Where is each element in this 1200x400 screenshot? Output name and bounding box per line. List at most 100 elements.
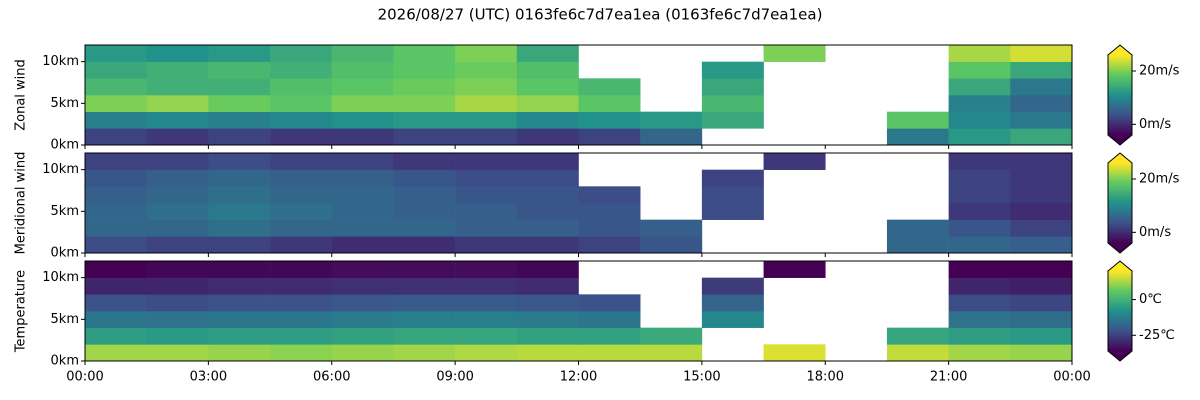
- heat-cell: [146, 203, 209, 220]
- heat-cell: [578, 311, 641, 328]
- heat-cell: [208, 294, 271, 312]
- heat-cell: [455, 78, 518, 96]
- heat-cell: [331, 169, 394, 187]
- heat-cell: [393, 236, 456, 254]
- y-tick-label: 0km: [51, 354, 79, 369]
- heat-cell: [85, 169, 147, 187]
- x-tick-label: 15:00: [683, 370, 720, 385]
- heat-cell: [85, 128, 147, 146]
- heat-cell: [640, 219, 703, 237]
- heat-cell: [85, 78, 147, 96]
- x-tick-label: 09:00: [436, 370, 473, 385]
- heat-cell: [85, 203, 147, 220]
- heat-cell: [886, 236, 949, 254]
- heat-cell: [393, 78, 456, 96]
- heat-cell: [455, 111, 518, 129]
- heat-cell: [393, 219, 456, 237]
- heat-cell: [1010, 128, 1073, 146]
- heat-cell: [455, 128, 518, 146]
- heat-cell: [516, 311, 579, 328]
- heat-cell: [578, 327, 641, 345]
- heat-cell: [208, 203, 271, 220]
- heat-cell: [516, 95, 579, 112]
- heat-cell: [455, 261, 518, 278]
- heat-cell: [208, 277, 271, 295]
- heat-cell: [455, 344, 518, 362]
- heat-cell: [208, 344, 271, 362]
- heat-cell: [85, 45, 147, 62]
- colorbar-extend-high: [1108, 153, 1132, 163]
- colorbar-tick-label: -25℃: [1139, 328, 1175, 343]
- heat-cell: [640, 128, 703, 146]
- heat-cell: [516, 61, 579, 79]
- heat-cell: [763, 344, 826, 362]
- heat-cell: [948, 45, 1011, 62]
- heat-cell: [270, 111, 333, 129]
- heat-cell: [948, 186, 1011, 204]
- heat-cell: [208, 261, 271, 278]
- y-axis-label: Temperature: [14, 270, 29, 353]
- heat-cell: [85, 294, 147, 312]
- heat-cell: [701, 311, 764, 328]
- heat-cell: [393, 186, 456, 204]
- heat-cell: [270, 203, 333, 220]
- heat-cell: [640, 111, 703, 129]
- heat-cell: [331, 61, 394, 79]
- heat-cell: [393, 128, 456, 146]
- heat-cell: [1010, 169, 1073, 187]
- heat-cell: [85, 95, 147, 112]
- y-axis-label: Zonal wind: [14, 59, 29, 131]
- heat-cell: [701, 186, 764, 204]
- y-tick-label: 10km: [42, 270, 79, 285]
- heat-cell: [701, 61, 764, 79]
- heat-cell: [208, 61, 271, 79]
- heat-cell: [393, 344, 456, 362]
- heat-cell: [270, 61, 333, 79]
- heat-cell: [948, 294, 1011, 312]
- heat-cell: [1010, 203, 1073, 220]
- heat-cell: [85, 186, 147, 204]
- heat-cell: [948, 153, 1011, 170]
- heat-cell: [331, 236, 394, 254]
- colorbar-frame: [1107, 44, 1133, 146]
- heat-cell: [455, 327, 518, 345]
- heat-cell: [948, 95, 1011, 112]
- heat-cell: [948, 128, 1011, 146]
- heat-cell: [393, 327, 456, 345]
- heat-cell: [331, 45, 394, 62]
- heat-cell: [948, 327, 1011, 345]
- heat-cell: [516, 153, 579, 170]
- heat-cell: [948, 111, 1011, 129]
- heat-cell: [516, 277, 579, 295]
- heat-cell: [393, 153, 456, 170]
- heat-cell: [516, 78, 579, 96]
- heat-cell: [455, 153, 518, 170]
- heat-cell: [146, 128, 209, 146]
- heat-cell: [331, 111, 394, 129]
- heat-cell: [948, 78, 1011, 96]
- x-tick-label: 18:00: [807, 370, 844, 385]
- heat-cell: [85, 236, 147, 254]
- figure-title: 2026/08/27 (UTC) 0163fe6c7d7ea1ea (0163f…: [378, 6, 823, 24]
- heat-cell: [516, 261, 579, 278]
- x-tick-label: 06:00: [313, 370, 350, 385]
- heat-cell: [393, 95, 456, 112]
- heat-cell: [455, 61, 518, 79]
- heat-cell: [1010, 277, 1073, 295]
- heat-cell: [1010, 186, 1073, 204]
- heat-cell: [270, 128, 333, 146]
- heat-cell: [701, 95, 764, 112]
- heat-cell: [948, 277, 1011, 295]
- heat-cell: [146, 236, 209, 254]
- heat-cell: [270, 344, 333, 362]
- heat-cell: [516, 169, 579, 187]
- heat-cell: [578, 294, 641, 312]
- heat-cell: [578, 344, 641, 362]
- heat-cell: [146, 277, 209, 295]
- heat-cell: [146, 311, 209, 328]
- heat-cell: [578, 236, 641, 254]
- heat-cell: [208, 45, 271, 62]
- heat-cell: [270, 294, 333, 312]
- heat-cell: [85, 327, 147, 345]
